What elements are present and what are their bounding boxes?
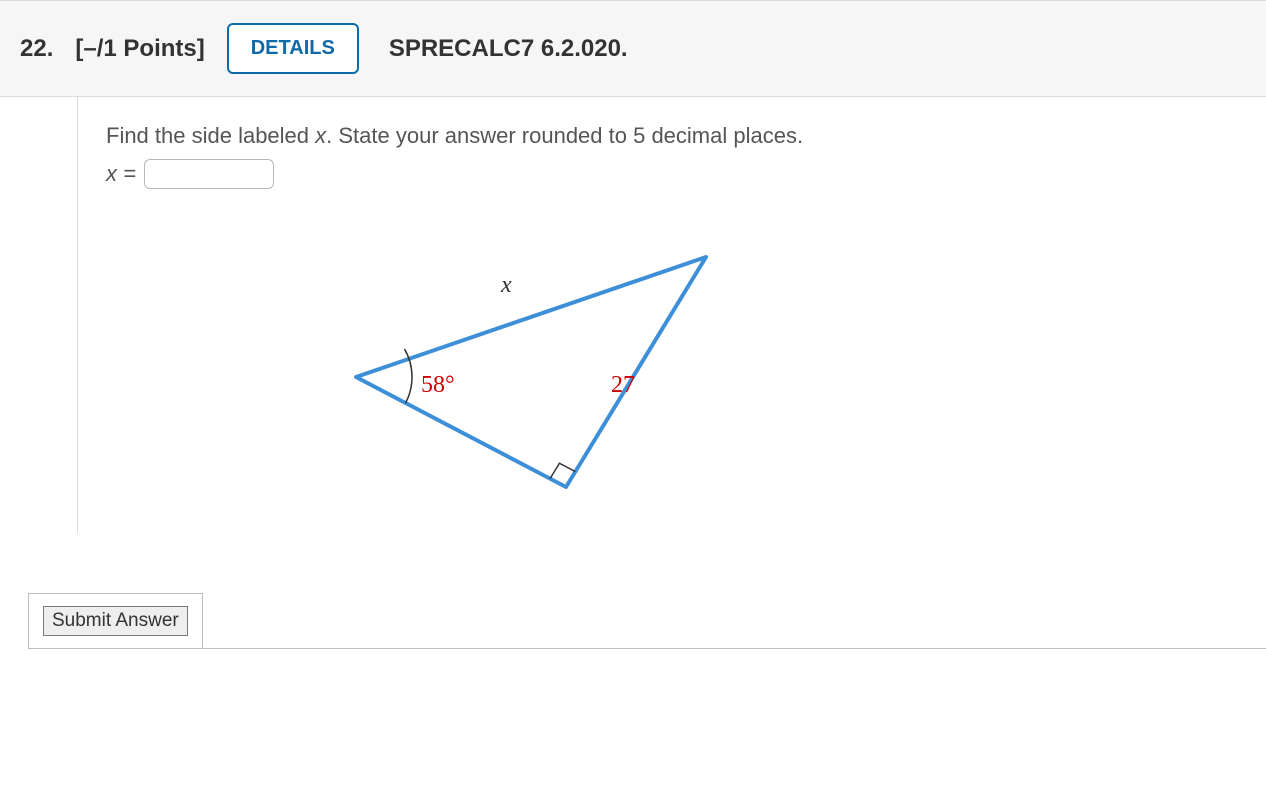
points-label: [–/1 Points]	[75, 35, 204, 63]
answer-row: x =	[106, 159, 1242, 189]
svg-text:27: 27	[611, 372, 635, 398]
question-header: 22. [–/1 Points] DETAILS SPRECALC7 6.2.0…	[0, 0, 1266, 97]
content-wrap: Find the side labeled x. State your answ…	[0, 97, 1266, 533]
svg-text:58°: 58°	[421, 372, 455, 398]
submit-container: Submit Answer	[28, 593, 203, 649]
svg-text:x: x	[500, 272, 512, 298]
submit-answer-button[interactable]: Submit Answer	[43, 606, 188, 636]
submit-border-tail	[202, 648, 1266, 649]
question-number: 22.	[20, 35, 53, 63]
prompt-pre: Find the side labeled	[106, 123, 315, 148]
answer-label: x =	[106, 161, 136, 187]
triangle-figure: x 58° 27	[336, 237, 1242, 533]
submit-row: Submit Answer	[0, 593, 1266, 667]
details-button[interactable]: DETAILS	[227, 23, 359, 74]
question-prompt: Find the side labeled x. State your answ…	[106, 123, 1242, 149]
triangle-svg: x 58° 27	[336, 237, 756, 527]
book-reference: SPRECALC7 6.2.020.	[389, 35, 628, 63]
answer-input[interactable]	[144, 159, 274, 189]
left-gutter	[0, 97, 78, 533]
question-content: Find the side labeled x. State your answ…	[78, 97, 1266, 533]
prompt-variable: x	[315, 123, 326, 148]
prompt-post: . State your answer rounded to 5 decimal…	[326, 123, 803, 148]
